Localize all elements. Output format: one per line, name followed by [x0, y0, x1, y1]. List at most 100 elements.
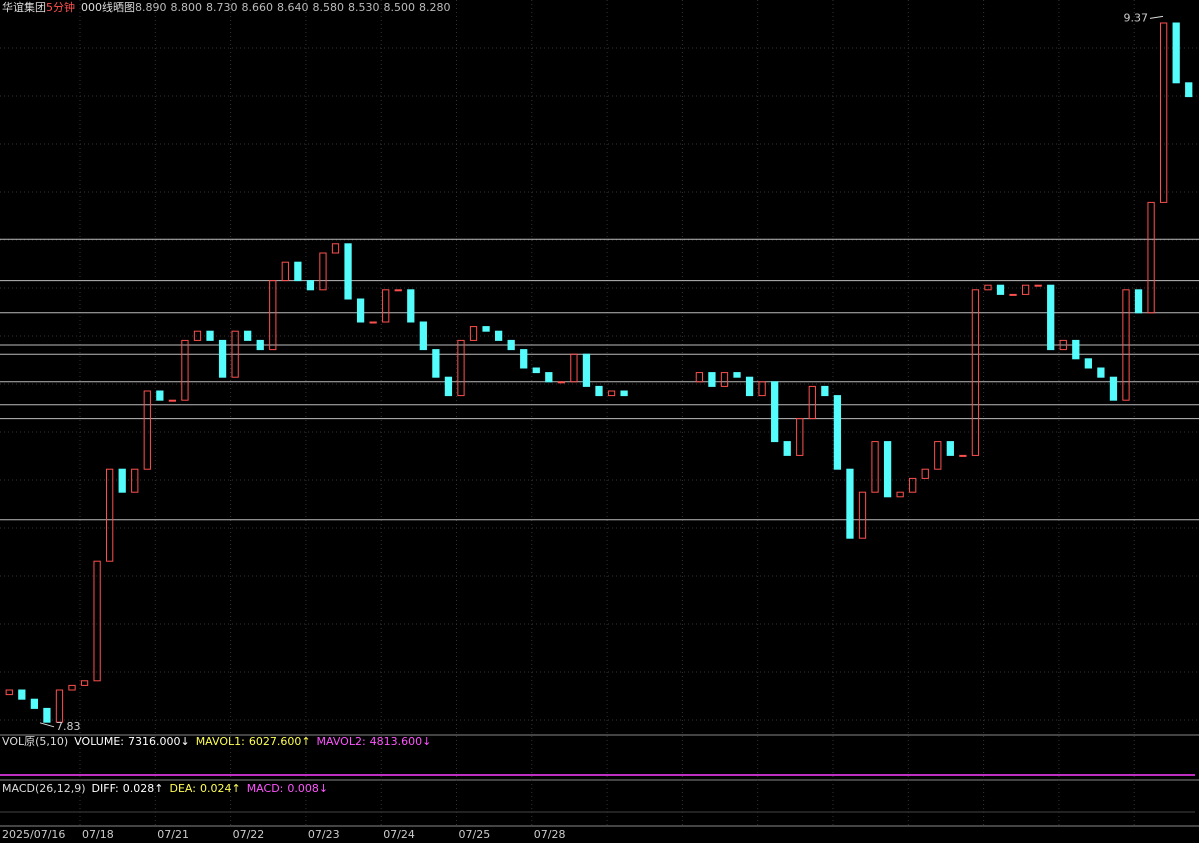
candle-body [256, 339, 264, 351]
candle-body [356, 298, 365, 323]
candle-body [168, 399, 177, 402]
candle-body [971, 289, 980, 456]
candle-body [482, 326, 490, 332]
candle-body [921, 468, 929, 479]
candle-body [720, 372, 729, 387]
candle-body [771, 381, 779, 443]
candle-body [783, 441, 791, 456]
stock-name: 华谊集团 [2, 0, 46, 14]
date-label: 2025/07/16 [2, 828, 65, 841]
header: 华谊集团5分钟000线晒图8.8908.8008.7308.6608.6408.… [2, 0, 451, 14]
candle-body [758, 381, 766, 397]
candle-body [244, 330, 252, 341]
candle-body [833, 395, 842, 470]
candle-body [620, 390, 628, 397]
candle-body [218, 339, 227, 378]
level-label: 8.500 [384, 1, 416, 14]
candle-body [344, 243, 352, 300]
item-value: 7316.000↓ [128, 735, 190, 748]
plot: 9.37 7.83 [5, 11, 1193, 733]
candle-body [494, 330, 503, 341]
candle-body [846, 468, 854, 539]
candle-body [959, 454, 967, 457]
candle-body [118, 468, 126, 493]
candle-body [1072, 339, 1080, 360]
grid [0, 0, 1199, 826]
candle-body [1147, 201, 1155, 314]
date-label: 07/28 [534, 828, 566, 841]
macd-legend: MACD(26,12,9) DIFF: 0.028↑ DEA: 0.024↑ MACD: 0… [2, 782, 328, 795]
candle-body [1185, 82, 1193, 98]
date-label: 07/18 [82, 828, 114, 841]
date-label: 07/22 [233, 828, 265, 841]
candle-body [18, 689, 26, 700]
candle-body [708, 372, 716, 387]
low-pointer [39, 722, 55, 728]
level-label: 8.580 [313, 1, 345, 14]
candle-body [532, 367, 540, 374]
candle-body [1159, 22, 1168, 203]
panel-name: VOL原(5,10) [2, 735, 68, 748]
candle-body [306, 280, 315, 291]
candle-body [444, 376, 453, 397]
low-label: 7.83 [56, 720, 81, 733]
panel-name: MACD(26,12,9) [2, 782, 86, 795]
candle-body [1172, 22, 1180, 84]
candle-body [520, 349, 528, 369]
candle-body [394, 289, 402, 292]
candle-body [319, 252, 327, 291]
candle-body [595, 385, 603, 397]
volume-legend: VOL原(5,10) VOLUME: 7316.000↓ MAVOL1: 6027.60… [2, 735, 431, 748]
candle-body [457, 339, 465, 397]
candle-body [996, 284, 1005, 295]
candle-body [883, 441, 892, 498]
candle-body [1109, 376, 1118, 401]
candle-body [1122, 289, 1130, 401]
candle-body [1059, 339, 1067, 351]
candle-body [507, 339, 515, 351]
item-value: 4813.600↓ [370, 735, 432, 748]
candle-body [269, 280, 277, 351]
candle-body [695, 372, 704, 383]
candle-body [896, 491, 904, 498]
candle-body [331, 243, 340, 254]
item-key: DIFF: [92, 782, 119, 795]
level-label: 8.730 [206, 1, 238, 14]
candle-body [294, 261, 302, 282]
levels: 8.890 8.8008.730 8.6608.640 8.5808.530 8.500… [135, 1, 451, 14]
date-label: 07/24 [383, 828, 415, 841]
item-value: 0.028↑ [123, 782, 164, 795]
candle-body [1047, 284, 1055, 351]
candle-body [909, 477, 917, 493]
candle-body [808, 385, 816, 420]
candle-body [156, 390, 164, 401]
candle-body [745, 376, 754, 397]
candle-body [858, 491, 867, 539]
candle-body [469, 326, 478, 341]
candle-body [432, 349, 440, 378]
candle-body [5, 689, 13, 696]
level-label: 8.280 [419, 1, 451, 14]
high-pointer [1149, 15, 1164, 19]
candle-body [281, 261, 289, 282]
candle-body [796, 418, 804, 456]
period: 5分钟 [46, 0, 75, 14]
candle-body [984, 284, 992, 291]
candle-body [206, 330, 214, 341]
item-value: 0.008↓ [287, 782, 328, 795]
item-key: VOLUME: [74, 735, 124, 748]
candle-body [30, 698, 39, 709]
candle-body [131, 468, 139, 493]
candle-body [143, 390, 151, 470]
candle-body [557, 381, 565, 384]
candle-body [369, 321, 377, 324]
candle-body [934, 441, 942, 470]
candle-body [1021, 284, 1030, 295]
candle-body [821, 385, 829, 397]
candle-body [407, 289, 415, 323]
date-label: 07/23 [308, 828, 340, 841]
candle-body [1034, 284, 1042, 287]
candle-body [382, 289, 390, 323]
